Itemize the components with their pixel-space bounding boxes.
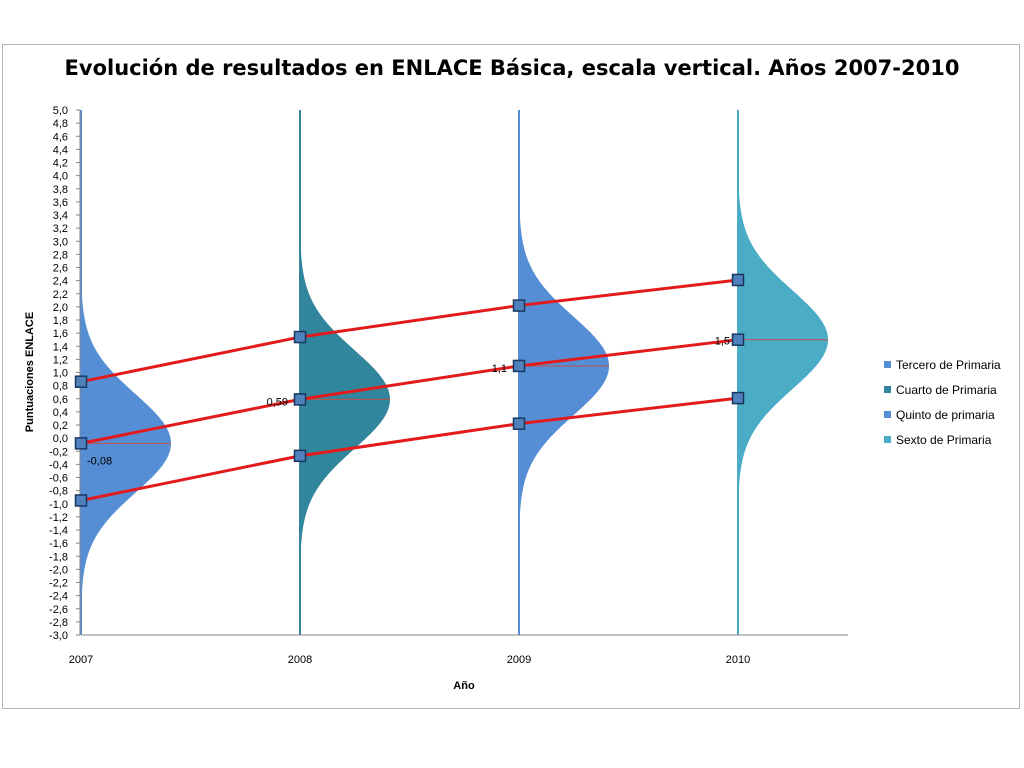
y-tick-label: -1,8	[49, 551, 68, 563]
distribution-curve-2009	[519, 110, 609, 635]
legend-swatch-sexto	[884, 436, 891, 443]
y-tick-label: 4,2	[53, 158, 68, 170]
y-tick-label: -1,0	[49, 499, 68, 511]
mean-data-label: 1,1	[492, 363, 507, 375]
y-tick-label: -3,0	[49, 630, 68, 642]
y-tick-label: 2,4	[53, 276, 68, 288]
legend-item: Quinto de primaria	[884, 402, 1001, 427]
trend-line-1	[80, 278, 739, 384]
legend-label: Sexto de Primaria	[896, 432, 992, 447]
mean-data-label: 1,5	[715, 336, 730, 348]
y-tick-label: 2,2	[53, 289, 68, 301]
y-tick-label: 1,6	[53, 328, 68, 340]
y-tick-label: 1,2	[53, 354, 68, 366]
chart-frame	[2, 44, 1020, 709]
legend-label: Cuarto de Primaria	[896, 382, 997, 397]
y-tick-label: -0,4	[49, 459, 68, 471]
mean-data-label: -0,08	[87, 455, 112, 467]
y-tick-label: 3,4	[53, 210, 68, 222]
y-tick-label: 0,2	[53, 420, 68, 432]
y-tick-label: 5,0	[53, 105, 68, 117]
trend-marker	[74, 375, 88, 388]
y-tick-label: 2,8	[53, 249, 68, 261]
trend-marker	[293, 449, 307, 463]
trend-line-3	[80, 396, 739, 502]
y-tick-label: 0,0	[53, 433, 68, 445]
y-tick-label: -0,8	[49, 486, 68, 498]
y-tick-label: -2,8	[49, 617, 68, 629]
y-tick-label: 4,4	[53, 144, 68, 156]
y-tick-label: -1,6	[49, 538, 68, 550]
trend-line-2	[80, 338, 739, 445]
trend-marker	[74, 494, 88, 507]
y-tick-label: 3,2	[53, 223, 68, 235]
y-tick-label: 2,0	[53, 302, 68, 314]
y-tick-label: 0,6	[53, 394, 68, 406]
chart-title: Evolución de resultados en ENLACE Básica…	[64, 56, 960, 80]
x-tick-label: 2008	[288, 654, 312, 666]
x-tick-label: 2010	[726, 654, 750, 666]
trend-marker	[512, 359, 526, 373]
y-tick-label: 4,8	[53, 118, 68, 130]
trend-marker	[293, 330, 307, 344]
y-tick-label: -1,2	[49, 512, 68, 524]
y-tick-label: 4,0	[53, 171, 68, 183]
distribution-curve-2010	[738, 110, 828, 635]
y-tick-label: 2,6	[53, 263, 68, 275]
distribution-curve-2008	[300, 110, 390, 635]
y-tick-label: 1,0	[53, 368, 68, 380]
y-tick-label: 1,4	[53, 341, 68, 353]
legend-swatch-quinto	[884, 411, 891, 418]
legend-item: Cuarto de Primaria	[884, 377, 1001, 402]
trend-marker	[293, 393, 307, 406]
y-tick-label: 3,8	[53, 184, 68, 196]
y-tick-label: 3,6	[53, 197, 68, 209]
mean-data-label: 0,59	[267, 396, 288, 408]
trend-marker	[512, 417, 526, 430]
y-tick-label: -0,6	[49, 473, 68, 485]
trend-marker	[731, 333, 745, 346]
trend-marker	[74, 437, 88, 450]
y-tick-label: -2,6	[49, 604, 68, 616]
legend-label: Quinto de primaria	[896, 407, 995, 422]
y-tick-label: 3,0	[53, 236, 68, 248]
legend: Tercero de Primaria Cuarto de Primaria Q…	[884, 352, 1001, 452]
y-tick-label: 0,8	[53, 381, 68, 393]
x-tick-label: 2007	[69, 654, 93, 666]
y-tick-label: 1,8	[53, 315, 68, 327]
y-tick-label: -2,2	[49, 578, 68, 590]
legend-swatch-tercero	[884, 361, 891, 368]
trend-marker	[731, 391, 745, 405]
legend-item: Tercero de Primaria	[884, 352, 1001, 377]
x-axis-label: Año	[453, 680, 475, 692]
y-tick-label: -1,4	[49, 525, 68, 537]
legend-item: Sexto de Primaria	[884, 427, 1001, 452]
y-tick-label: -0,2	[49, 446, 68, 458]
y-tick-label: 4,6	[53, 131, 68, 143]
distribution-curve-2007	[81, 110, 171, 635]
y-tick-label: -2,4	[49, 591, 68, 603]
x-tick-label: 2009	[507, 654, 531, 666]
y-tick-label: -2,0	[49, 564, 68, 576]
legend-swatch-cuarto	[884, 386, 891, 393]
y-tick-label: 0,4	[53, 407, 68, 419]
trend-marker	[731, 273, 745, 287]
trend-marker	[512, 299, 526, 312]
legend-label: Tercero de Primaria	[896, 357, 1001, 372]
